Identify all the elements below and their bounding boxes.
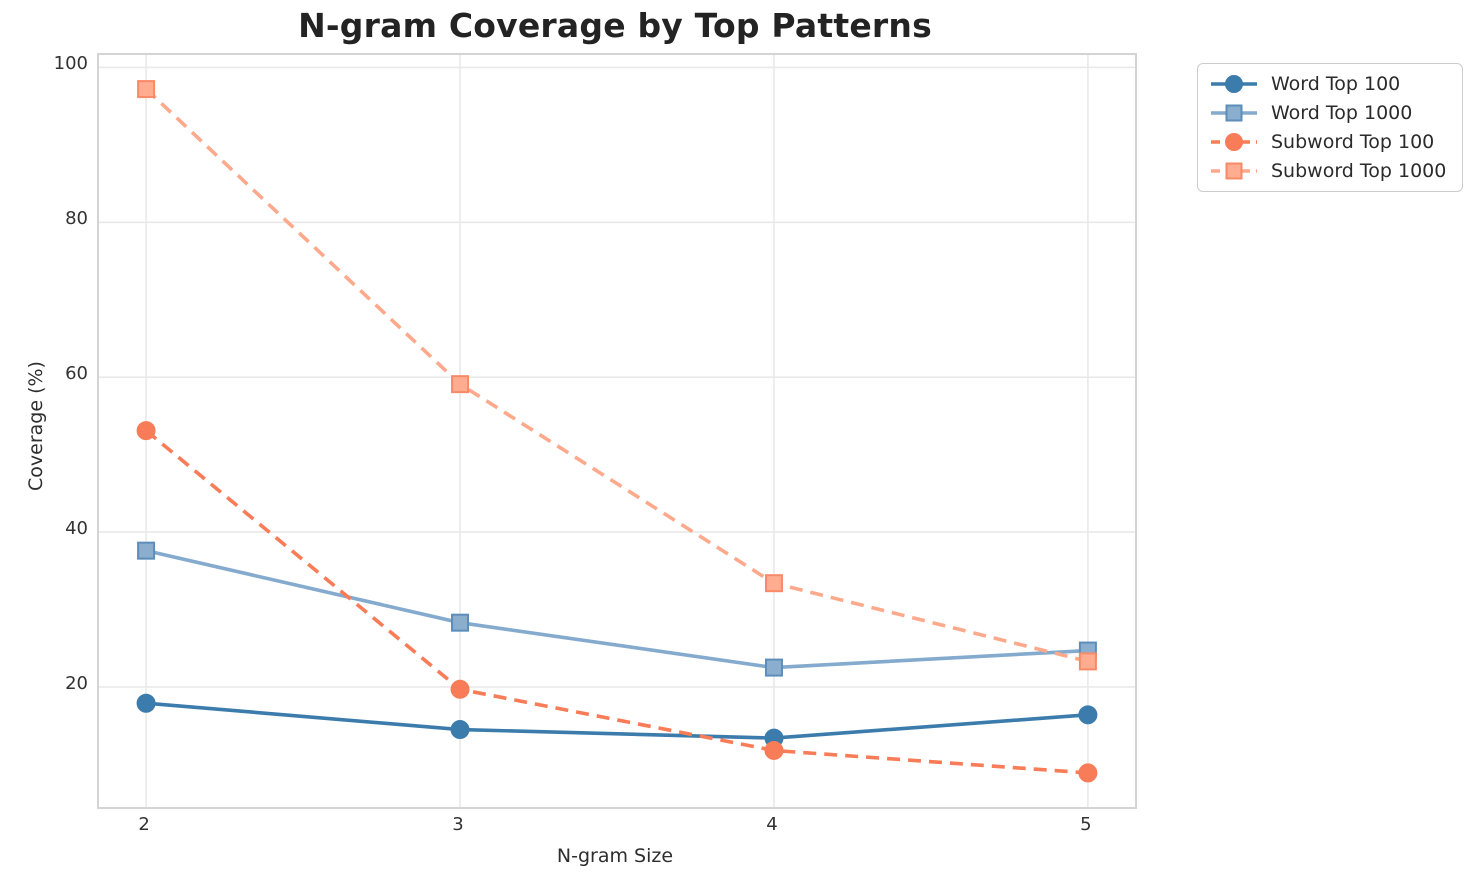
data-point-marker [137, 80, 156, 99]
x-tick-label: 3 [452, 814, 464, 835]
legend-label: Word Top 100 [1271, 73, 1401, 95]
legend: Word Top 100 Word Top 1000 Subword Top 1… [1197, 63, 1463, 192]
legend-line-sample-icon [1211, 162, 1257, 180]
y-tick-label: 100 [53, 53, 88, 75]
series-line [144, 429, 1089, 775]
legend-item-subword-top-100: Subword Top 100 [1210, 130, 1450, 154]
series-line [145, 701, 1089, 740]
data-point-marker [450, 720, 470, 740]
data-point-marker [136, 693, 156, 713]
y-tick-label: 60 [65, 363, 88, 385]
legend-sample-marker [1225, 162, 1243, 180]
legend-label: Subword Top 1000 [1271, 160, 1447, 182]
legend-line-sample-icon [1211, 104, 1257, 122]
legend-label: Word Top 1000 [1271, 102, 1413, 124]
data-point-marker [451, 613, 470, 632]
x-axis-label: N-gram Size [556, 845, 674, 867]
legend-line-sample-icon [1211, 75, 1257, 93]
legend-label: Subword Top 100 [1271, 131, 1435, 153]
x-tick-label: 2 [138, 814, 150, 835]
data-point-marker [1078, 705, 1098, 725]
y-tick-label: 80 [65, 208, 88, 230]
series-line [145, 548, 1089, 670]
series-line [144, 87, 1089, 664]
legend-sample-marker [1225, 104, 1243, 122]
data-point-marker [137, 541, 156, 560]
plot-area [97, 53, 1137, 809]
data-point-marker [764, 658, 783, 677]
data-point-marker [451, 375, 470, 394]
y-tick-label: 40 [65, 518, 88, 540]
chart-plot-svg [99, 55, 1135, 807]
y-axis-label: Coverage (%) [25, 361, 47, 491]
y-tick-label: 20 [65, 672, 88, 694]
data-point-marker [1078, 763, 1098, 783]
legend-item-word-top-1000: Word Top 1000 [1210, 101, 1450, 125]
legend-item-word-top-100: Word Top 100 [1210, 72, 1450, 96]
x-tick-label: 5 [1080, 814, 1092, 835]
legend-sample-marker [1225, 75, 1243, 93]
data-point-marker [1078, 652, 1097, 671]
data-point-marker [136, 421, 156, 441]
data-point-marker [764, 740, 784, 760]
chart-title: N-gram Coverage by Top Patterns [298, 6, 932, 45]
legend-line-sample-icon [1211, 133, 1257, 151]
legend-item-subword-top-1000: Subword Top 1000 [1210, 159, 1450, 183]
legend-sample-marker [1225, 133, 1243, 151]
data-point-marker [450, 679, 470, 699]
data-point-marker [764, 574, 783, 593]
x-tick-label: 4 [766, 814, 778, 835]
